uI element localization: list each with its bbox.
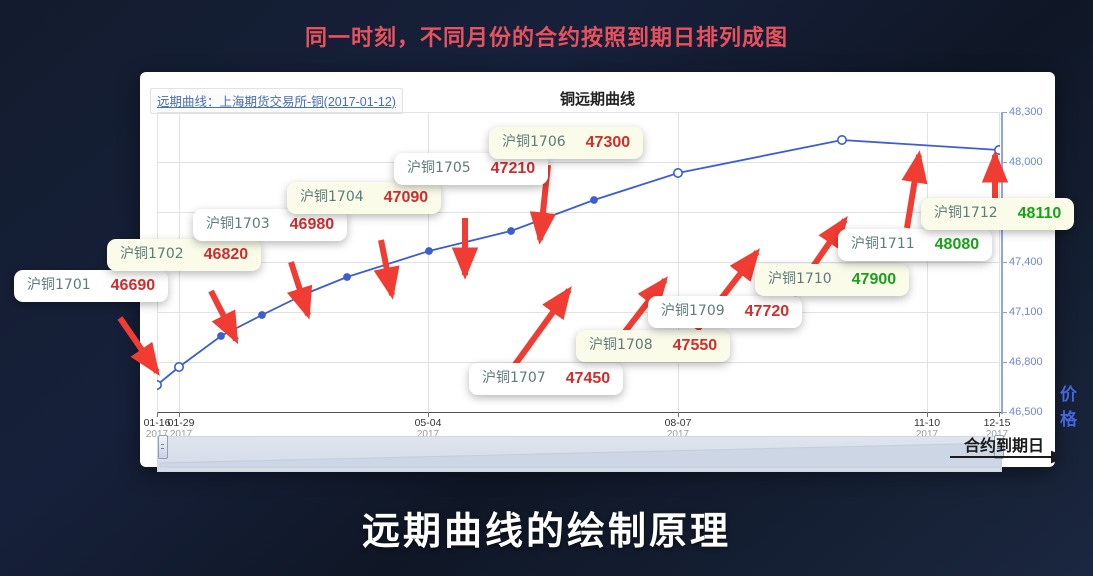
x-axis-label: 01-29 2017: [167, 417, 195, 440]
data-point[interactable]: [672, 167, 683, 178]
data-point[interactable]: [507, 227, 515, 235]
tooltip-value: 47090: [383, 189, 429, 206]
gridline-h: [157, 362, 1000, 363]
x-axis-label: 01-16 2017: [143, 417, 171, 440]
range-navigator[interactable]: [157, 435, 1004, 472]
data-point[interactable]: [157, 380, 162, 390]
y-tick: [1002, 362, 1007, 363]
x-tick: [999, 412, 1000, 417]
data-point[interactable]: [994, 145, 1000, 155]
tooltip-1708[interactable]: 沪铜1708 47550: [576, 330, 731, 362]
tooltip-value: 47550: [672, 337, 718, 354]
tooltip-name: 沪铜1711: [851, 236, 915, 252]
x-tick: [678, 412, 679, 417]
navigator-handle-left[interactable]: [158, 435, 168, 459]
x-tick: [428, 412, 429, 417]
tooltip-1701[interactable]: 沪铜1701 46690: [14, 270, 169, 302]
data-point[interactable]: [343, 273, 351, 281]
tooltip-value: 46820: [203, 246, 249, 263]
chart-title: 铜远期曲线: [559, 91, 635, 108]
tooltip-name: 沪铜1702: [120, 246, 184, 262]
tooltip-1703[interactable]: 沪铜1703 46980: [193, 209, 348, 241]
y-axis-line: [1001, 112, 1003, 414]
tooltip-value: 47300: [585, 134, 631, 151]
y-axis-label: 47,100: [1009, 306, 1043, 318]
expiry-axis-annotation: 合约到期日: [964, 438, 1045, 455]
data-point[interactable]: [836, 134, 847, 145]
y-tick: [1002, 162, 1007, 163]
tooltip-name: 沪铜1703: [206, 216, 270, 232]
tooltip-value: 47900: [851, 271, 897, 288]
data-point[interactable]: [425, 247, 433, 255]
tooltip-1707[interactable]: 沪铜1707 47450: [469, 363, 624, 395]
navigator-preview: [159, 442, 1002, 468]
y-axis-label: 48,300: [1009, 106, 1043, 118]
y-tick: [1002, 112, 1007, 113]
x-axis-label: 08-07 2017: [664, 417, 692, 440]
tooltip-value: 47210: [490, 160, 536, 177]
y-tick: [1002, 412, 1007, 413]
gridline-v: [927, 112, 928, 412]
tooltip-value: 46980: [289, 216, 335, 233]
tooltip-value: 46690: [110, 277, 156, 294]
gridline-h: [157, 312, 1000, 313]
tooltip-1702[interactable]: 沪铜1702 46820: [107, 239, 262, 271]
tooltip-name: 沪铜1705: [407, 160, 471, 176]
tooltip-value: 48080: [934, 236, 980, 253]
x-axis-label: 11-10 2017: [913, 417, 941, 440]
gridline-v: [678, 112, 679, 412]
y-axis-label: 48,000: [1009, 156, 1043, 168]
y-axis-label: 46,500: [1009, 406, 1043, 418]
tooltip-name: 沪铜1706: [502, 134, 566, 150]
tooltip-1711[interactable]: 沪铜1711 48080: [838, 229, 993, 261]
gridline-h: [157, 262, 1000, 263]
tooltip-1710[interactable]: 沪铜1710 47900: [755, 264, 910, 296]
x-tick: [927, 412, 928, 417]
gridline-h: [157, 112, 1000, 113]
tooltip-name: 沪铜1701: [27, 277, 91, 293]
data-point[interactable]: [301, 290, 309, 298]
tooltip-value: 47720: [744, 303, 790, 320]
tooltip-name: 沪铜1704: [300, 189, 364, 205]
tooltip-name: 沪铜1712: [934, 205, 998, 221]
page-footline: 远期曲线的绘制原理: [361, 511, 731, 553]
page-headline: 同一时刻，不同月份的合约按照到期日排列成图: [304, 25, 788, 50]
tooltip-1706[interactable]: 沪铜1706 47300: [489, 127, 644, 159]
x-axis-label: 12-152017: [983, 417, 1011, 440]
tooltip-name: 沪铜1708: [589, 337, 653, 353]
y-tick: [1002, 262, 1007, 263]
data-point[interactable]: [590, 196, 598, 204]
x-tick: [179, 412, 180, 417]
y-axis-label: 46,800: [1009, 356, 1043, 368]
tooltip-value: 48110: [1017, 205, 1062, 222]
tooltip-1704[interactable]: 沪铜1704 47090: [287, 182, 442, 214]
tooltip-name: 沪铜1707: [482, 370, 546, 386]
x-axis-label: 05-04 2017: [414, 417, 442, 440]
y-axis-label: 47,400: [1009, 256, 1043, 268]
navigator-handle-right[interactable]: [994, 435, 1004, 459]
gridline-h: [157, 212, 1000, 213]
tooltip-1712[interactable]: 沪铜1712 48110: [921, 198, 1075, 230]
gridline-v: [999, 112, 1000, 412]
x-tick: [157, 412, 158, 417]
gridline-h: [157, 162, 1000, 163]
x-axis-line: [157, 412, 1002, 413]
data-point[interactable]: [258, 311, 266, 319]
tooltip-1709[interactable]: 沪铜1709 47720: [648, 296, 803, 328]
tooltip-name: 沪铜1710: [768, 271, 832, 287]
gridline-v: [428, 112, 429, 412]
data-point[interactable]: [173, 362, 184, 373]
price-axis-annotation: 价格: [1060, 385, 1077, 429]
y-tick: [1002, 312, 1007, 313]
tooltip-value: 47450: [565, 370, 611, 387]
data-point[interactable]: [217, 332, 225, 340]
series-legend-label[interactable]: 远期曲线：上海期货交易所-铜(2017-01-12): [150, 88, 403, 114]
tooltip-name: 沪铜1709: [661, 303, 725, 319]
